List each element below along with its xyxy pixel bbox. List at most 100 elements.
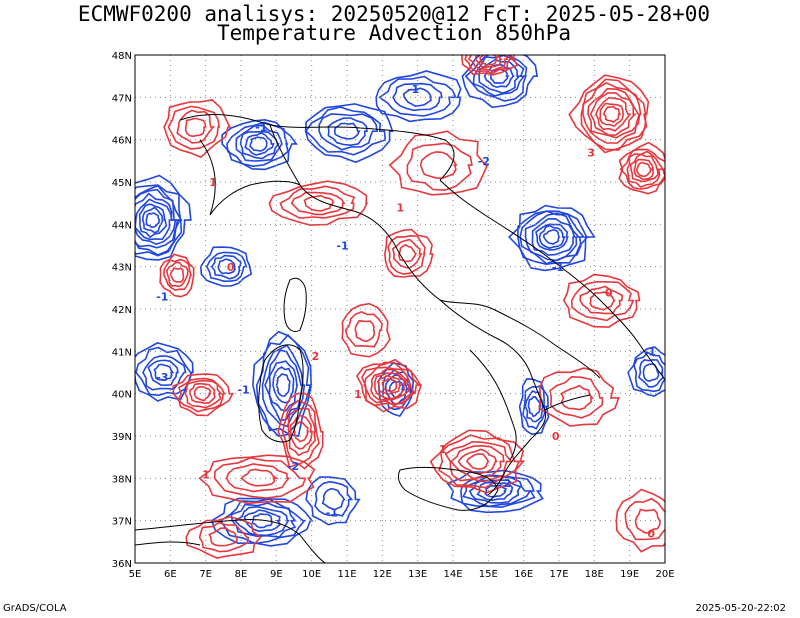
contour-value-labels: -1 -1 -1 -3 -1 -2 -1 -1 -2 -1 -2 -1 1 0 2 1 3 0 1 0 1 0 1 bbox=[156, 83, 656, 540]
warm-advection-contour bbox=[198, 454, 316, 505]
warm-advection-contour bbox=[163, 258, 193, 292]
warm-advection-contour bbox=[383, 228, 434, 278]
cold-advection-contour bbox=[255, 333, 312, 435]
warm-advection-contour bbox=[177, 377, 226, 413]
warm-advection-contour bbox=[341, 302, 391, 358]
cold-advection-contour bbox=[138, 203, 168, 239]
cold-advection-contour bbox=[239, 130, 280, 160]
lat-tick-label: 37N bbox=[112, 517, 132, 528]
warm-advection-contour bbox=[363, 366, 415, 407]
cold-advection-contour bbox=[252, 330, 313, 438]
warm-advection-contour bbox=[635, 161, 653, 177]
contour-value-label: -2 bbox=[499, 477, 511, 490]
contour-value-label: -1 bbox=[255, 121, 267, 134]
warm-advection-contour bbox=[198, 521, 250, 553]
contour-value-label: 2 bbox=[312, 350, 320, 363]
warm-advection-contour bbox=[163, 99, 232, 159]
warm-advection-contour bbox=[290, 191, 346, 216]
lon-tick-label: 14E bbox=[443, 569, 462, 580]
cold-advection-contour bbox=[446, 469, 544, 514]
warm-advection-contour bbox=[381, 378, 398, 393]
cold-advection-contour bbox=[321, 487, 346, 511]
cold-advection-contour bbox=[542, 229, 561, 245]
warm-advection-contour bbox=[618, 141, 665, 195]
cold-advection-contour bbox=[314, 480, 354, 517]
warm-advection-contour bbox=[225, 463, 291, 493]
warm-advection-contour bbox=[461, 55, 519, 76]
warm-advection-contour bbox=[279, 185, 356, 219]
lat-tick-label: 48N bbox=[112, 51, 132, 62]
cold-advection-contour bbox=[318, 113, 379, 151]
cold-advection-contour bbox=[531, 217, 576, 256]
lon-tick-label: 6E bbox=[164, 569, 177, 580]
lon-tick-label: 16E bbox=[514, 569, 533, 580]
warm-advection-contour bbox=[465, 453, 490, 471]
footer-left-credit: GrADS/COLA bbox=[3, 603, 67, 614]
sicily-coastline bbox=[397, 466, 499, 511]
lon-tick-label: 11E bbox=[337, 569, 356, 580]
cold-advection-contour bbox=[535, 223, 569, 251]
cold-advection-contour bbox=[388, 380, 405, 400]
warm-advection-contour bbox=[464, 55, 516, 75]
warm-advection-contour bbox=[629, 153, 659, 183]
cold-advection-contour bbox=[305, 476, 361, 526]
warm-advection-contour bbox=[633, 158, 655, 180]
lon-tick-label: 13E bbox=[408, 569, 427, 580]
contour-value-label: -1 bbox=[644, 346, 656, 359]
warm-advection-contour bbox=[398, 243, 418, 263]
longitude-labels: 5E 6E 7E 8E 9E 10E 11E 12E 13E 14E 15E 16E 17E 18E 19E… bbox=[129, 569, 675, 580]
lon-tick-label: 15E bbox=[479, 569, 498, 580]
plot-frame bbox=[134, 54, 666, 564]
warm-advection-contour bbox=[449, 444, 505, 480]
cold-advection-contour bbox=[402, 87, 433, 107]
warm-advection-contour bbox=[376, 374, 402, 396]
cold-advection-contour bbox=[642, 362, 660, 382]
warm-advection-contour bbox=[268, 180, 369, 226]
warm-advection-contour bbox=[281, 399, 320, 466]
cold-advection-contour bbox=[538, 224, 566, 249]
warm-advection-contour bbox=[184, 117, 207, 138]
warm-advection-contour bbox=[169, 267, 185, 283]
warm-advection-contour bbox=[599, 102, 625, 128]
cold-advection-contour bbox=[333, 122, 361, 140]
warm-advection-contour bbox=[570, 281, 635, 322]
warm-advection-contour bbox=[388, 130, 489, 196]
lon-tick-label: 18E bbox=[585, 569, 604, 580]
lat-tick-label: 43N bbox=[112, 263, 132, 274]
warm-advection-contour bbox=[240, 468, 280, 487]
cold-advection-contour bbox=[633, 351, 665, 393]
contour-value-label: -2 bbox=[478, 155, 490, 168]
warm-advection-contour bbox=[391, 238, 423, 270]
contour-value-label: 0 bbox=[227, 261, 235, 274]
cold-advection-contour bbox=[135, 198, 173, 241]
cold-advection-contour bbox=[264, 349, 304, 422]
cold-advection-contour bbox=[460, 474, 536, 509]
contour-value-label: -1 bbox=[336, 240, 348, 253]
contour-value-label: 1 bbox=[202, 468, 210, 481]
warm-advection-contour bbox=[549, 375, 604, 419]
warm-advection-contour bbox=[289, 414, 313, 450]
footer-right-timestamp: 2025-05-20-22:02 bbox=[695, 603, 786, 614]
cold-advection-contour bbox=[153, 363, 175, 381]
warm-advection-contour bbox=[474, 55, 503, 69]
warm-advection-contour bbox=[159, 253, 195, 298]
cold-advection-contour bbox=[375, 70, 462, 123]
cold-advection-contour bbox=[268, 360, 299, 412]
warm-advection-contour bbox=[172, 373, 234, 417]
cold-advection-contour bbox=[135, 192, 177, 246]
cold-advection-contour bbox=[210, 254, 242, 280]
warm-advection-contour bbox=[595, 96, 632, 132]
lat-tick-label: 38N bbox=[112, 474, 132, 485]
lon-tick-label: 8E bbox=[235, 569, 248, 580]
warm-advection-contour bbox=[374, 372, 406, 400]
contour-value-label: -1 bbox=[407, 83, 419, 96]
lon-tick-label: 9E bbox=[270, 569, 283, 580]
warm-advection-contour bbox=[467, 55, 509, 72]
warm-advection-contour bbox=[193, 385, 212, 402]
contour-value-label: 1 bbox=[439, 443, 447, 456]
lon-tick-label: 20E bbox=[655, 569, 674, 580]
lon-tick-label: 19E bbox=[620, 569, 639, 580]
cold-advection-contour bbox=[135, 174, 192, 261]
contour-value-label: 1 bbox=[354, 388, 362, 401]
warm-advection-contour bbox=[562, 273, 641, 328]
